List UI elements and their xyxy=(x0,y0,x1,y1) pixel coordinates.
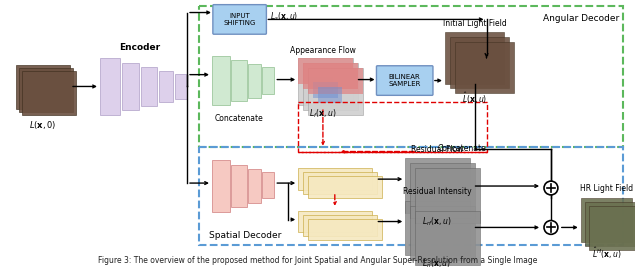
FancyBboxPatch shape xyxy=(308,68,363,115)
FancyBboxPatch shape xyxy=(298,168,372,190)
FancyBboxPatch shape xyxy=(212,56,230,105)
FancyBboxPatch shape xyxy=(585,202,636,246)
Circle shape xyxy=(544,181,558,195)
FancyBboxPatch shape xyxy=(313,82,337,98)
Text: $L_f(\mathbf{x},u)$: $L_f(\mathbf{x},u)$ xyxy=(309,107,337,120)
Text: $L_{rf}(\mathbf{x},u)$: $L_{rf}(\mathbf{x},u)$ xyxy=(422,216,452,228)
Text: $L_s(\mathbf{x},u)$: $L_s(\mathbf{x},u)$ xyxy=(270,11,299,23)
Text: INPUT
SHIFTING: INPUT SHIFTING xyxy=(223,13,256,26)
Text: BILINEAR
SAMPLER: BILINEAR SAMPLER xyxy=(388,74,421,87)
Text: Residual Flow: Residual Flow xyxy=(411,144,463,153)
FancyBboxPatch shape xyxy=(298,58,353,84)
FancyBboxPatch shape xyxy=(455,42,515,93)
FancyBboxPatch shape xyxy=(159,71,173,102)
FancyBboxPatch shape xyxy=(308,176,383,198)
Text: Concatenate: Concatenate xyxy=(214,114,263,123)
FancyBboxPatch shape xyxy=(308,219,383,240)
FancyBboxPatch shape xyxy=(303,63,358,110)
FancyBboxPatch shape xyxy=(122,63,140,110)
FancyBboxPatch shape xyxy=(589,206,640,250)
Text: $L_{ri}(\mathbf{x},u)$: $L_{ri}(\mathbf{x},u)$ xyxy=(422,258,451,270)
FancyBboxPatch shape xyxy=(15,65,70,109)
FancyBboxPatch shape xyxy=(445,32,504,84)
Text: $L(\mathbf{x},0)$: $L(\mathbf{x},0)$ xyxy=(29,119,56,131)
Text: Encoder: Encoder xyxy=(119,43,160,52)
FancyBboxPatch shape xyxy=(450,37,509,89)
FancyBboxPatch shape xyxy=(415,211,479,265)
FancyBboxPatch shape xyxy=(318,87,342,103)
FancyBboxPatch shape xyxy=(100,58,120,115)
FancyBboxPatch shape xyxy=(405,201,470,255)
Text: HR Light Field: HR Light Field xyxy=(580,184,633,193)
FancyBboxPatch shape xyxy=(262,172,275,198)
FancyBboxPatch shape xyxy=(303,215,378,236)
FancyBboxPatch shape xyxy=(298,58,353,105)
FancyBboxPatch shape xyxy=(376,66,433,95)
FancyBboxPatch shape xyxy=(175,74,187,99)
FancyBboxPatch shape xyxy=(580,198,632,242)
FancyBboxPatch shape xyxy=(405,158,470,213)
FancyBboxPatch shape xyxy=(262,67,275,94)
FancyBboxPatch shape xyxy=(303,172,378,194)
FancyBboxPatch shape xyxy=(212,160,230,212)
Text: $\hat{L}(\mathbf{x},u)$: $\hat{L}(\mathbf{x},u)$ xyxy=(462,90,487,106)
Text: Appearance Flow: Appearance Flow xyxy=(290,46,356,55)
Text: Residual Intensity: Residual Intensity xyxy=(403,187,471,196)
Text: Concatenate: Concatenate xyxy=(438,144,486,153)
Text: Figure 3: The overview of the proposed method for Joint Spatial and Angular Supe: Figure 3: The overview of the proposed m… xyxy=(99,256,538,265)
Text: $\hat{L}^H(\mathbf{x},u)$: $\hat{L}^H(\mathbf{x},u)$ xyxy=(591,245,621,261)
FancyBboxPatch shape xyxy=(230,165,246,207)
FancyBboxPatch shape xyxy=(298,211,372,232)
FancyBboxPatch shape xyxy=(415,168,479,222)
Text: Angular Decoder: Angular Decoder xyxy=(543,13,620,22)
FancyBboxPatch shape xyxy=(22,71,76,115)
FancyBboxPatch shape xyxy=(410,163,475,218)
FancyBboxPatch shape xyxy=(410,206,475,260)
Text: Spatial Decoder: Spatial Decoder xyxy=(209,231,281,240)
FancyBboxPatch shape xyxy=(141,67,157,106)
Text: Initial Light Field: Initial Light Field xyxy=(443,19,506,28)
FancyBboxPatch shape xyxy=(213,5,266,34)
FancyBboxPatch shape xyxy=(308,68,363,94)
FancyBboxPatch shape xyxy=(308,77,333,93)
FancyBboxPatch shape xyxy=(248,64,262,98)
FancyBboxPatch shape xyxy=(303,63,358,89)
FancyBboxPatch shape xyxy=(248,169,262,203)
FancyBboxPatch shape xyxy=(19,68,73,112)
FancyBboxPatch shape xyxy=(230,60,246,101)
Circle shape xyxy=(544,221,558,234)
